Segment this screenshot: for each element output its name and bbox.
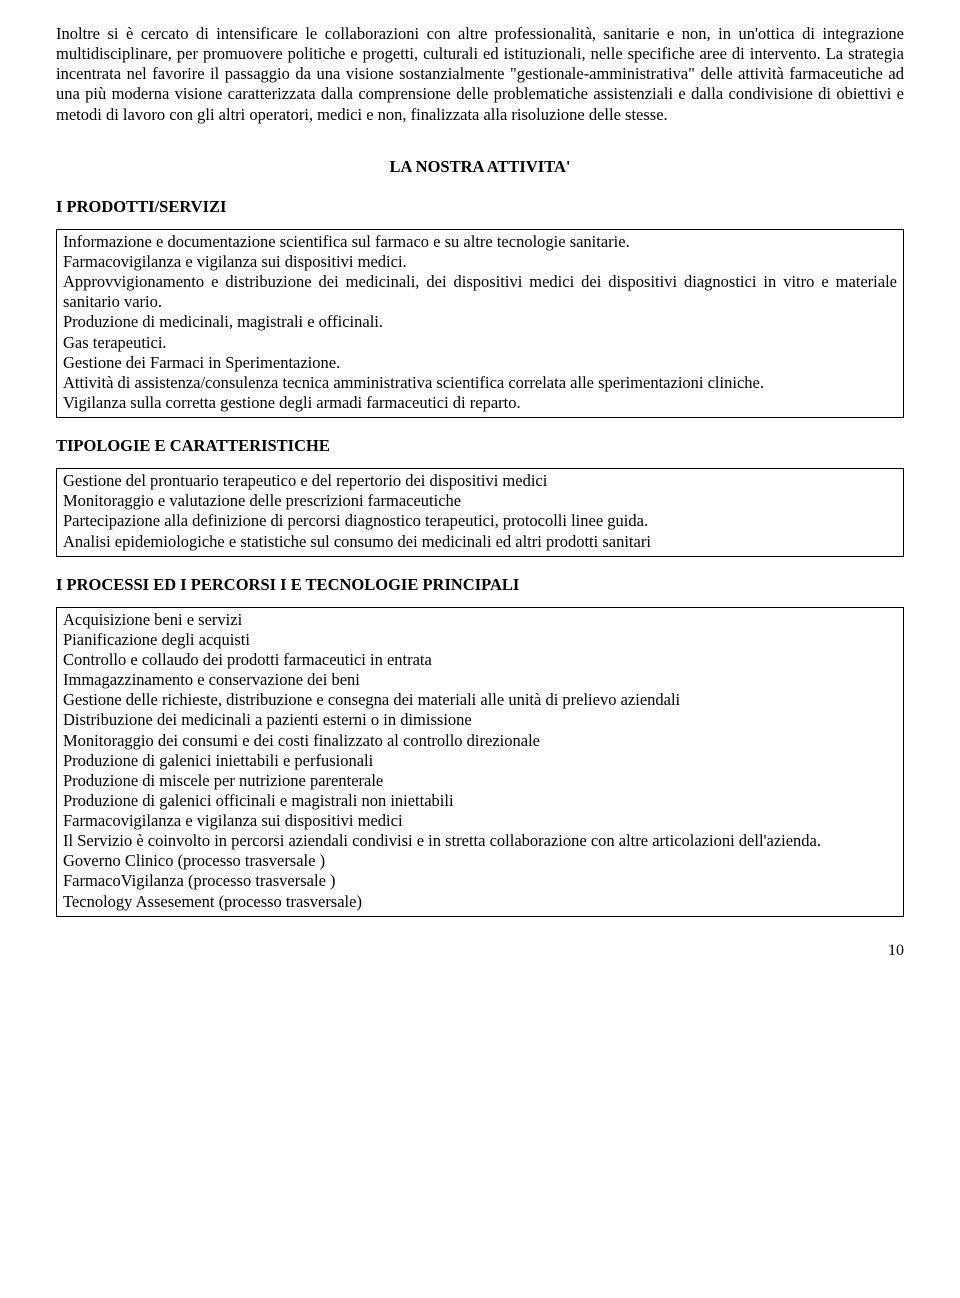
intro-paragraph: Inoltre si è cercato di intensificare le… [56, 24, 904, 125]
box3-line: Tecnology Assesement (processo trasversa… [63, 892, 897, 912]
subheading-processi: I PROCESSI ED I PERCORSI I E TECNOLOGIE … [56, 575, 904, 595]
subheading-tipologie: TIPOLOGIE E CARATTERISTICHE [56, 436, 904, 456]
box3-line: Governo Clinico (processo trasversale ) [63, 851, 897, 871]
box2-line: Gestione del prontuario terapeutico e de… [63, 471, 897, 491]
box3-line: Produzione di galenici officinali e magi… [63, 791, 897, 811]
box2-line: Analisi epidemiologiche e statistiche su… [63, 532, 897, 552]
box3-line: Gestione delle richieste, distribuzione … [63, 690, 897, 710]
box3-line: Farmacovigilanza e vigilanza sui disposi… [63, 811, 897, 831]
box3-line: Controllo e collaudo dei prodotti farmac… [63, 650, 897, 670]
box2-line: Partecipazione alla definizione di perco… [63, 511, 897, 531]
box1-line: Approvvigionamento e distribuzione dei m… [63, 272, 897, 312]
box3-line: Monitoraggio dei consumi e dei costi fin… [63, 731, 897, 751]
box-prodotti: Informazione e documentazione scientific… [56, 229, 904, 418]
box1-line: Farmacovigilanza e vigilanza sui disposi… [63, 252, 897, 272]
box1-line: Gas terapeutici. [63, 333, 897, 353]
page-number: 10 [56, 941, 904, 961]
box3-line: Distribuzione dei medicinali a pazienti … [63, 710, 897, 730]
box2-line: Monitoraggio e valutazione delle prescri… [63, 491, 897, 511]
box3-line: Acquisizione beni e servizi [63, 610, 897, 630]
box1-line: Vigilanza sulla corretta gestione degli … [63, 393, 897, 413]
subheading-prodotti: I PRODOTTI/SERVIZI [56, 197, 904, 217]
box3-line: Pianificazione degli acquisti [63, 630, 897, 650]
box3-line: Produzione di galenici iniettabili e per… [63, 751, 897, 771]
section-title: LA NOSTRA ATTIVITA' [56, 157, 904, 177]
box-tipologie: Gestione del prontuario terapeutico e de… [56, 468, 904, 557]
box1-line: Gestione dei Farmaci in Sperimentazione. [63, 353, 897, 373]
box3-line: FarmacoVigilanza (processo trasversale ) [63, 871, 897, 891]
box3-line: Immagazzinamento e conservazione dei ben… [63, 670, 897, 690]
box3-line: Il Servizio è coinvolto in percorsi azie… [63, 831, 897, 851]
box1-line: Informazione e documentazione scientific… [63, 232, 897, 252]
box1-line: Attività di assistenza/consulenza tecnic… [63, 373, 897, 393]
box-processi: Acquisizione beni e servizi Pianificazio… [56, 607, 904, 917]
box1-line: Produzione di medicinali, magistrali e o… [63, 312, 897, 332]
box3-line: Produzione di miscele per nutrizione par… [63, 771, 897, 791]
